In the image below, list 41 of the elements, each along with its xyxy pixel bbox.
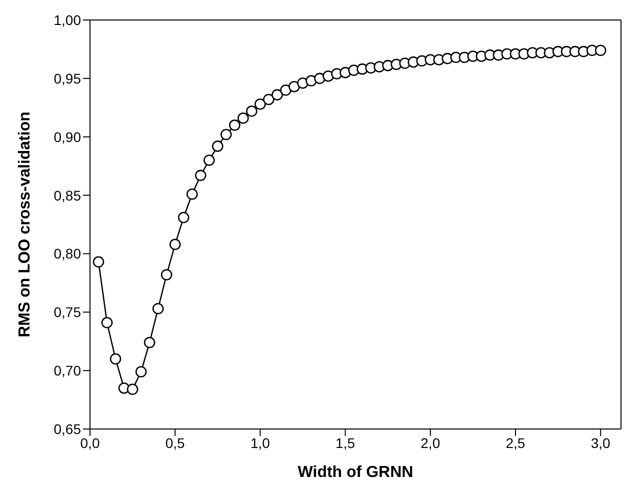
point — [212, 140, 224, 152]
y-tick-label: 0,75 — [54, 304, 82, 320]
point — [594, 44, 606, 56]
point — [288, 80, 300, 92]
point — [272, 89, 283, 100]
point — [263, 94, 274, 106]
point — [194, 170, 206, 182]
point — [152, 302, 164, 314]
point — [169, 238, 181, 250]
point — [178, 212, 190, 224]
y-axis-title: RMS on LOO cross-validation — [16, 112, 34, 338]
y-tick-label: 0,70 — [54, 362, 82, 379]
y-tick-label: 0,95 — [54, 70, 82, 86]
x-tick-label: 0,0 — [80, 434, 100, 451]
point — [229, 120, 240, 131]
y-tick-label: 1,00 — [54, 12, 82, 28]
point — [254, 98, 266, 110]
point — [135, 366, 147, 378]
y-tick-label: 0,65 — [54, 420, 82, 437]
x-tick-label: 0,5 — [165, 434, 186, 451]
point — [110, 353, 122, 365]
x-tick-label: 2,0 — [420, 434, 440, 451]
point — [92, 256, 104, 268]
point — [220, 128, 232, 140]
point — [280, 84, 292, 96]
point — [144, 336, 156, 348]
x-tick-label: 1,0 — [250, 434, 270, 451]
point — [238, 112, 249, 124]
point — [160, 269, 172, 280]
point — [101, 317, 113, 328]
y-tick-label: 0,90 — [54, 128, 82, 145]
x-axis-title: Width of GRNN — [298, 464, 414, 481]
point — [186, 188, 198, 200]
point — [246, 106, 258, 117]
point — [203, 154, 215, 166]
x-tick-label: 1,5 — [336, 434, 356, 451]
x-tick-label: 3,0 — [590, 434, 611, 451]
point — [126, 384, 138, 395]
y-tick-label: 0,85 — [54, 187, 82, 204]
x-tick-label: 2,5 — [506, 434, 526, 451]
y-tick-label: 0,80 — [54, 246, 82, 262]
